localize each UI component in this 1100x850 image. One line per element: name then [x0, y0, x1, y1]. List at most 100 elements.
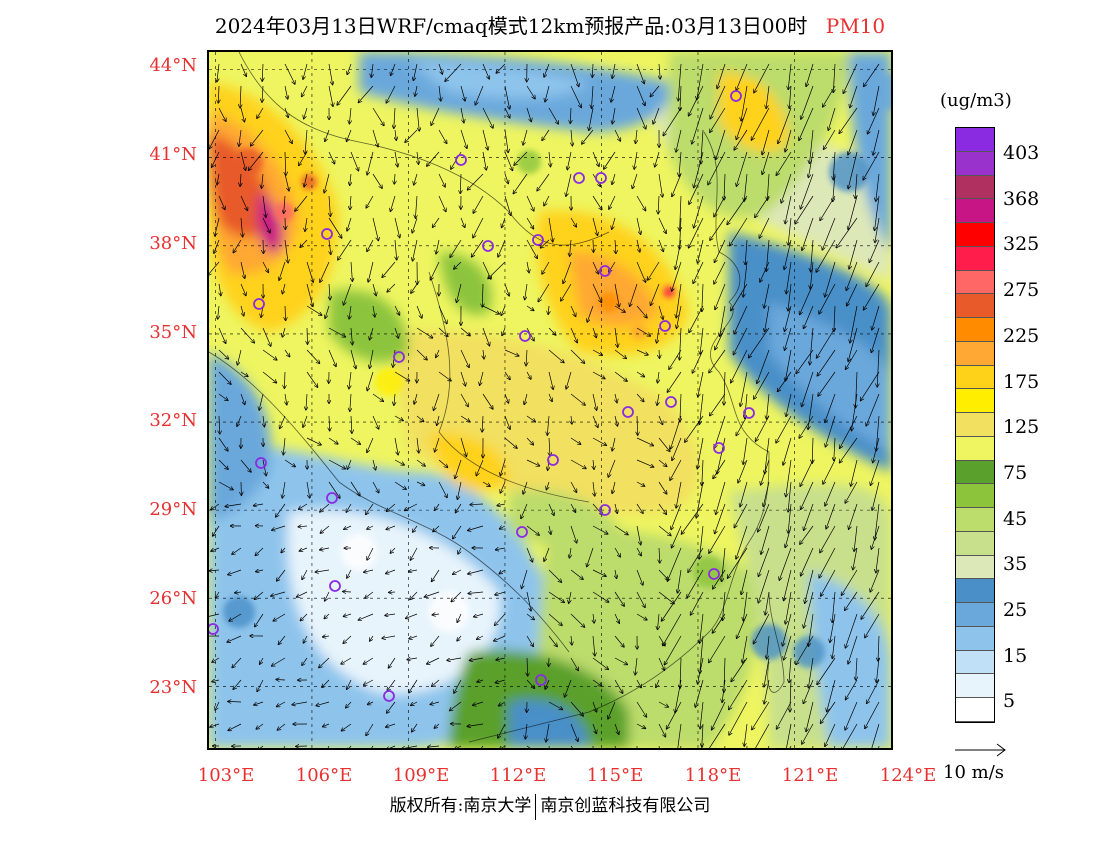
wind-arrow — [435, 503, 440, 510]
wind-arrow — [272, 525, 286, 530]
wind-arrow — [658, 503, 666, 514]
wind-arrow — [548, 107, 558, 124]
wind-arrow — [677, 305, 682, 328]
wind-arrow — [410, 591, 418, 600]
wind-arrow — [262, 195, 266, 217]
wind-arrow — [460, 393, 468, 407]
wind-arrow — [843, 63, 858, 93]
wind-arrow — [546, 481, 549, 490]
wind-arrow — [257, 679, 264, 691]
wind-arrow — [709, 349, 726, 373]
wind-arrow — [382, 636, 396, 638]
wind-arrow — [358, 613, 374, 620]
wind-arrow — [210, 723, 220, 727]
wind-arrow — [547, 415, 549, 435]
wind-arrow — [526, 415, 535, 422]
wind-arrow — [389, 592, 396, 593]
wind-arrow — [513, 173, 528, 194]
wind-arrow — [786, 261, 792, 294]
wind-arrow — [504, 283, 509, 296]
wind-arrow — [790, 679, 791, 712]
wind-arrow — [218, 327, 226, 343]
wind-arrow — [734, 129, 748, 150]
wind-arrow — [424, 591, 440, 597]
wind-arrow — [612, 437, 616, 451]
wind-arrow — [570, 85, 581, 108]
wind-arrow — [636, 613, 647, 620]
wind-arrow — [693, 261, 704, 283]
colorbar-swatch — [956, 128, 994, 152]
wind-arrow — [614, 547, 620, 557]
wind-arrow — [636, 723, 646, 728]
wind-arrow — [788, 503, 792, 533]
wind-arrow — [724, 173, 725, 200]
wind-arrow — [394, 151, 398, 167]
wind-arrow — [817, 327, 836, 358]
wind-arrow — [863, 151, 880, 180]
wind-arrow — [456, 503, 462, 513]
wind-arrow — [846, 679, 858, 700]
colorbar-swatch — [956, 674, 994, 698]
wind-arrow — [526, 371, 531, 379]
wind-arrow — [346, 503, 352, 512]
wind-arrow — [570, 723, 578, 741]
wind-arrow — [845, 591, 858, 610]
wind-arrow — [615, 239, 616, 254]
wind-arrow — [240, 85, 241, 108]
wind-arrow — [473, 701, 484, 705]
wind-arrow — [672, 173, 682, 197]
wind-arrow — [272, 657, 286, 666]
wind-arrow — [850, 305, 858, 343]
wind-arrow — [846, 349, 858, 369]
wind-arrow — [713, 569, 726, 589]
wind-arrow — [482, 393, 493, 409]
wind-arrow — [438, 481, 447, 498]
wind-arrow — [329, 195, 330, 216]
wind-arrow — [786, 459, 792, 497]
lat-label-29: 29°N — [149, 499, 197, 520]
wind-arrow — [861, 371, 880, 401]
wind-arrow — [593, 635, 595, 656]
wind-arrow — [249, 151, 264, 170]
wind-arrow — [727, 195, 748, 225]
wind-arrow — [255, 613, 264, 627]
wind-arrow — [281, 547, 286, 553]
wind-arrow — [450, 701, 462, 711]
wind-arrow — [229, 613, 242, 621]
wind-arrow — [482, 283, 483, 307]
wind-arrow — [524, 393, 528, 405]
wind-arrow — [544, 547, 550, 561]
wind-arrow — [868, 107, 880, 134]
wind-arrow — [738, 459, 748, 483]
wind-arrow — [262, 481, 269, 488]
wind-arrow — [472, 239, 484, 257]
city-marker — [321, 228, 333, 240]
wind-arrow — [544, 195, 550, 206]
wind-arrow — [430, 702, 440, 704]
wind-arrow — [604, 151, 616, 169]
wind-arrow — [427, 151, 440, 166]
wind-arrow — [323, 724, 330, 727]
wind-arrow — [306, 261, 313, 282]
lon-label-112: 112°E — [489, 765, 547, 786]
colorbar-swatch — [956, 698, 994, 722]
wind-arrow — [343, 592, 352, 593]
wind-arrow — [875, 195, 880, 230]
wind-arrow — [415, 85, 417, 96]
wind-arrow — [496, 63, 506, 73]
wind-arrow — [761, 525, 770, 554]
wind-arrow — [800, 173, 814, 209]
wind-arrow — [475, 85, 484, 105]
wind-arrow — [689, 305, 704, 332]
wind-arrow — [262, 173, 264, 188]
city-marker — [573, 172, 585, 184]
wind-arrow — [251, 129, 264, 146]
wind-arrow — [570, 657, 578, 671]
wind-arrow — [763, 481, 770, 506]
wind-arrow — [751, 107, 770, 140]
wind-arrow — [672, 261, 682, 291]
wind-arrow — [526, 525, 539, 535]
wind-arrow — [700, 327, 704, 354]
colorbar-swatch — [956, 175, 994, 200]
wind-arrow — [218, 437, 228, 451]
